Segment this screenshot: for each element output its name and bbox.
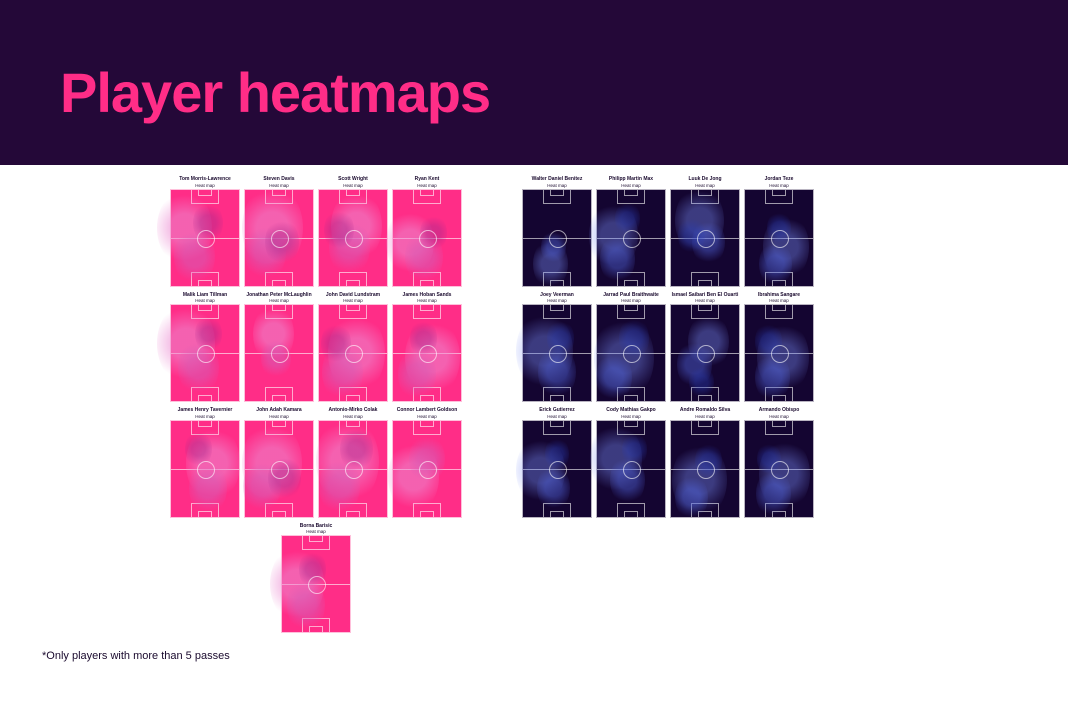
pitch (392, 420, 462, 518)
player-card: Jonathan Peter McLaughlinHeat map (244, 293, 314, 403)
pitch (318, 420, 388, 518)
team-a-grid: Tom Morris-LawrenceHeat mapSteven DavisH… (170, 177, 462, 633)
pitch (670, 189, 740, 287)
team-b-grid: Walter Daniel BenitezHeat mapPhilipp Mar… (522, 177, 814, 633)
player-sublabel: Heat map (695, 414, 715, 419)
player-sublabel: Heat map (343, 183, 363, 188)
player-sublabel: Heat map (769, 414, 789, 419)
team-row: Borna BarisicHeat map (170, 524, 462, 634)
pitch (670, 420, 740, 518)
player-sublabel: Heat map (547, 414, 567, 419)
player-card: Armando ObispoHeat map (744, 408, 814, 518)
player-card: Philipp Martin MaxHeat map (596, 177, 666, 287)
player-card: Ryan KentHeat map (392, 177, 462, 287)
pitch (170, 304, 240, 402)
player-sublabel: Heat map (343, 298, 363, 303)
player-sublabel: Heat map (269, 298, 289, 303)
player-card: John Adah KamaraHeat map (244, 408, 314, 518)
player-sublabel: Heat map (695, 183, 715, 188)
player-sublabel: Heat map (195, 298, 215, 303)
team-row: Tom Morris-LawrenceHeat mapSteven DavisH… (170, 177, 462, 287)
player-sublabel: Heat map (195, 183, 215, 188)
player-card: Scott WrightHeat map (318, 177, 388, 287)
pitch (596, 304, 666, 402)
footnote: *Only players with more than 5 passes (42, 650, 230, 662)
player-card: Ibrahima SangareHeat map (744, 293, 814, 403)
pitch (744, 189, 814, 287)
player-card: James Henry TavernierHeat map (170, 408, 240, 518)
player-card: Connor Lambert GoldsonHeat map (392, 408, 462, 518)
player-card: Malik Liam TillmanHeat map (170, 293, 240, 403)
player-card: James Hoban SandsHeat map (392, 293, 462, 403)
pitch (244, 304, 314, 402)
pitch (392, 304, 462, 402)
player-sublabel: Heat map (621, 414, 641, 419)
player-card: Jarrad Paul BraithwaiteHeat map (596, 293, 666, 403)
player-sublabel: Heat map (621, 183, 641, 188)
pitch (596, 420, 666, 518)
pitch (318, 304, 388, 402)
player-sublabel: Heat map (417, 414, 437, 419)
pitch (318, 189, 388, 287)
team-row: Erick GutierrezHeat mapCody Mathias Gakp… (522, 408, 814, 518)
player-card: Antonio-Mirko ColakHeat map (318, 408, 388, 518)
pitch (170, 189, 240, 287)
team-row: Joey VeermanHeat mapJarrad Paul Braithwa… (522, 293, 814, 403)
player-sublabel: Heat map (269, 183, 289, 188)
player-sublabel: Heat map (695, 298, 715, 303)
player-sublabel: Heat map (417, 298, 437, 303)
player-sublabel: Heat map (547, 183, 567, 188)
player-sublabel: Heat map (547, 298, 567, 303)
pitch (744, 420, 814, 518)
page-title: Player heatmaps (60, 60, 1068, 125)
pitch (244, 420, 314, 518)
pitch (670, 304, 740, 402)
player-card: Ismael Saibari Ben El OuartiHeat map (670, 293, 740, 403)
pitch (522, 304, 592, 402)
player-sublabel: Heat map (269, 414, 289, 419)
player-card: Walter Daniel BenitezHeat map (522, 177, 592, 287)
player-sublabel: Heat map (769, 298, 789, 303)
player-card: Steven DavisHeat map (244, 177, 314, 287)
player-card: Andre Romaldo SilvaHeat map (670, 408, 740, 518)
player-card: Erick GutierrezHeat map (522, 408, 592, 518)
player-sublabel: Heat map (769, 183, 789, 188)
player-sublabel: Heat map (417, 183, 437, 188)
player-card: John David LundstramHeat map (318, 293, 388, 403)
team-row: Walter Daniel BenitezHeat mapPhilipp Mar… (522, 177, 814, 287)
pitch (596, 189, 666, 287)
team-row: James Henry TavernierHeat mapJohn Adah K… (170, 408, 462, 518)
content: Tom Morris-LawrenceHeat mapSteven DavisH… (0, 165, 1068, 633)
player-sublabel: Heat map (195, 414, 215, 419)
player-card: Luuk De JongHeat map (670, 177, 740, 287)
pitch (392, 189, 462, 287)
player-card: Borna BarisicHeat map (281, 524, 351, 634)
pitch (522, 420, 592, 518)
pitch (744, 304, 814, 402)
team-row: Malik Liam TillmanHeat mapJonathan Peter… (170, 293, 462, 403)
player-card: Cody Mathias GakpoHeat map (596, 408, 666, 518)
player-card: Joey VeermanHeat map (522, 293, 592, 403)
pitch (522, 189, 592, 287)
header: Player heatmaps (0, 0, 1068, 165)
player-sublabel: Heat map (621, 298, 641, 303)
pitch (281, 535, 351, 633)
pitch (244, 189, 314, 287)
player-card: Jordan TezeHeat map (744, 177, 814, 287)
player-card: Tom Morris-LawrenceHeat map (170, 177, 240, 287)
player-sublabel: Heat map (343, 414, 363, 419)
pitch (170, 420, 240, 518)
player-sublabel: Heat map (306, 529, 326, 534)
